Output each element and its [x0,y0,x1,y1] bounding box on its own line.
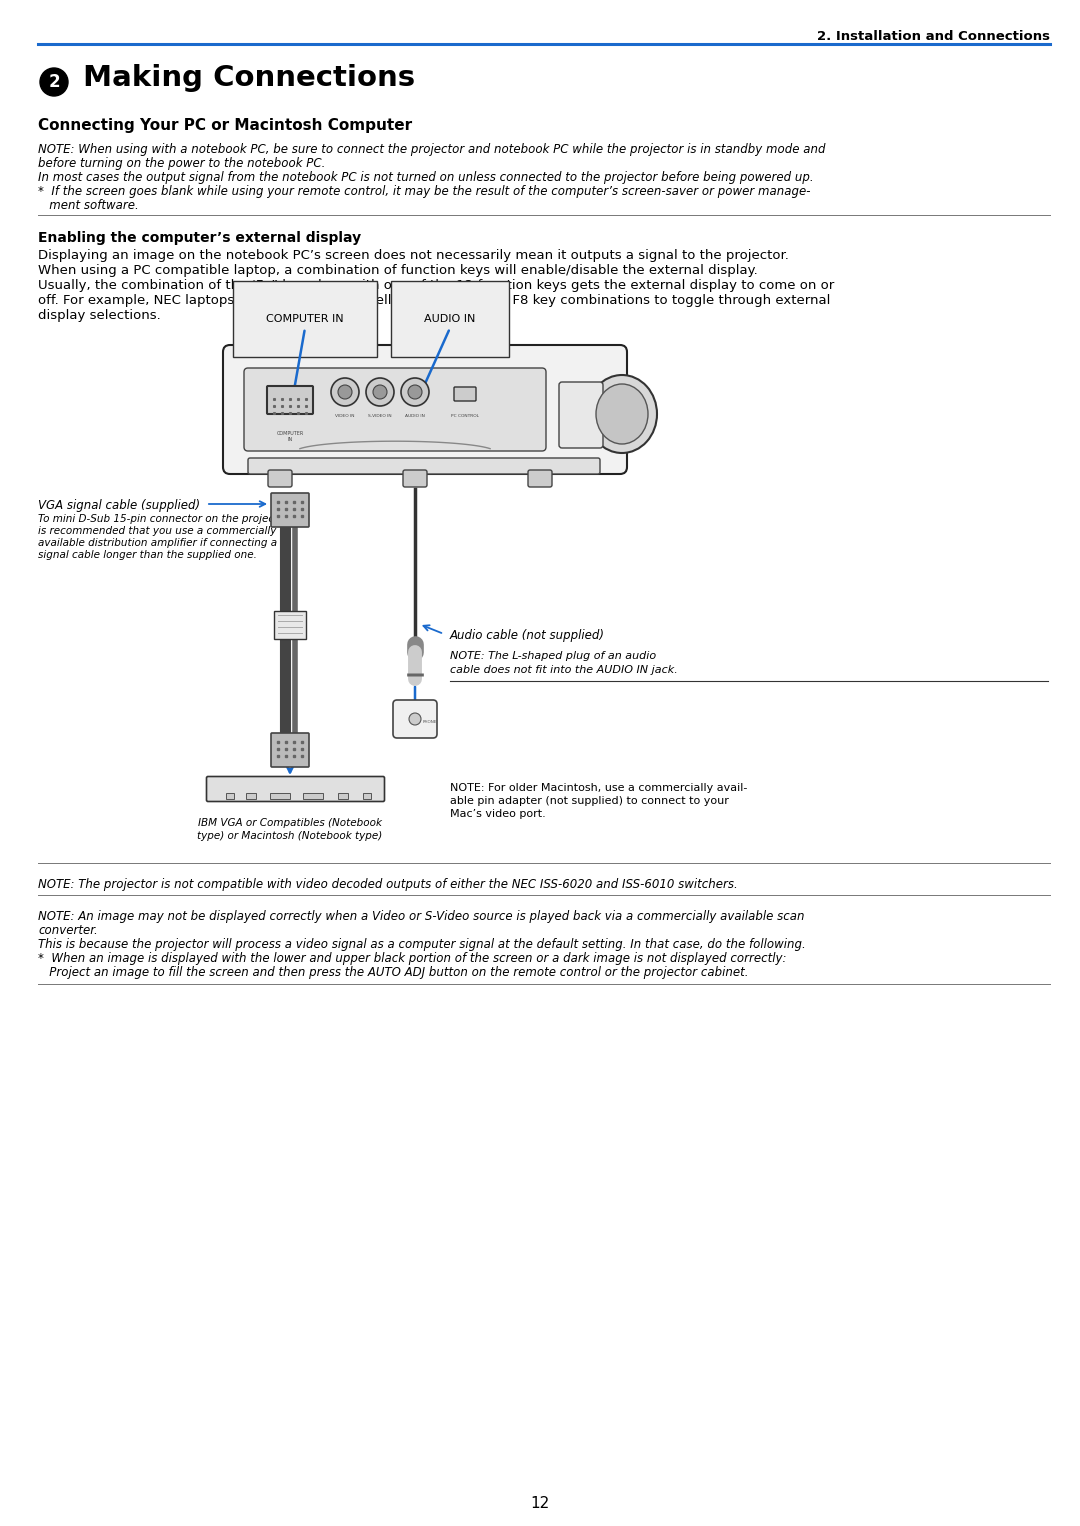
Text: 12: 12 [530,1495,550,1511]
Text: signal cable longer than the supplied one.: signal cable longer than the supplied on… [38,549,257,560]
Bar [338,794,348,800]
Text: When using a PC compatible laptop, a combination of function keys will enable/di: When using a PC compatible laptop, a com… [38,264,758,278]
FancyBboxPatch shape [559,382,603,449]
Text: 2. Installation and Connections: 2. Installation and Connections [816,31,1050,43]
Text: ment software.: ment software. [38,198,138,212]
Text: This is because the projector will process a video signal as a computer signal a: This is because the projector will proce… [38,938,806,951]
Ellipse shape [588,375,657,453]
Text: Mac’s video port.: Mac’s video port. [450,809,545,819]
Text: able pin adapter (not supplied) to connect to your: able pin adapter (not supplied) to conne… [450,797,729,806]
Text: In most cases the output signal from the notebook PC is not turned on unless con: In most cases the output signal from the… [38,171,813,185]
Text: 2: 2 [49,73,59,92]
Text: off. For example, NEC laptops use Fn + F3, while Dell laptops use Fn + F8 key co: off. For example, NEC laptops use Fn + F… [38,295,831,307]
Text: *  If the screen goes blank while using your remote control, it may be the resul: * If the screen goes blank while using y… [38,185,810,198]
Circle shape [330,378,359,406]
FancyBboxPatch shape [244,368,546,452]
FancyBboxPatch shape [248,458,600,475]
Text: Usually, the combination of the ‘Fn” key along with one of the 12 function keys : Usually, the combination of the ‘Fn” key… [38,279,834,291]
Circle shape [409,713,421,725]
FancyBboxPatch shape [393,700,437,739]
Text: Audio cable (not supplied): Audio cable (not supplied) [450,629,605,642]
Text: COMPUTER
IN: COMPUTER IN [276,430,303,443]
Ellipse shape [596,385,648,444]
Bar [246,794,256,800]
Text: NOTE: For older Macintosh, use a commercially avail-: NOTE: For older Macintosh, use a commerc… [450,783,747,794]
Bar [363,794,372,800]
Text: before turning on the power to the notebook PC.: before turning on the power to the noteb… [38,157,325,169]
Circle shape [401,378,429,406]
FancyBboxPatch shape [454,388,476,401]
Text: converter.: converter. [38,925,98,937]
Text: Making Connections: Making Connections [73,64,415,92]
Text: NOTE: When using with a notebook PC, be sure to connect the projector and notebo: NOTE: When using with a notebook PC, be … [38,143,825,156]
Text: To mini D-Sub 15-pin connector on the projector. It: To mini D-Sub 15-pin connector on the pr… [38,514,301,523]
FancyBboxPatch shape [274,610,306,639]
Text: Connecting Your PC or Macintosh Computer: Connecting Your PC or Macintosh Computer [38,118,413,133]
FancyBboxPatch shape [528,470,552,487]
Circle shape [366,378,394,406]
Text: display selections.: display selections. [38,308,161,322]
FancyBboxPatch shape [267,386,313,414]
Text: *  When an image is displayed with the lower and upper black portion of the scre: * When an image is displayed with the lo… [38,952,786,964]
Text: Enabling the computer’s external display: Enabling the computer’s external display [38,230,361,246]
Text: S-VIDEO IN: S-VIDEO IN [368,414,392,418]
Text: is recommended that you use a commercially: is recommended that you use a commercial… [38,526,276,536]
Text: NOTE: An image may not be displayed correctly when a Video or S-Video source is : NOTE: An image may not be displayed corr… [38,909,805,923]
Text: Displaying an image on the notebook PC’s screen does not necessarily mean it out: Displaying an image on the notebook PC’s… [38,249,788,262]
Bar [303,794,323,800]
Bar [270,794,291,800]
Text: NOTE: The L-shaped plug of an audio: NOTE: The L-shaped plug of an audio [450,652,657,661]
Circle shape [373,385,387,398]
Text: type) or Macintosh (Notebook type): type) or Macintosh (Notebook type) [198,832,382,841]
FancyBboxPatch shape [271,732,309,768]
Text: PHONE: PHONE [423,720,437,723]
FancyBboxPatch shape [222,345,627,475]
Text: PC CONTROL: PC CONTROL [451,414,480,418]
FancyBboxPatch shape [271,493,309,526]
Text: AUDIO IN: AUDIO IN [424,314,475,324]
Circle shape [408,385,422,398]
Circle shape [40,69,68,96]
Text: AUDIO IN: AUDIO IN [405,414,424,418]
Circle shape [338,385,352,398]
Text: cable does not fit into the AUDIO IN jack.: cable does not fit into the AUDIO IN jac… [450,665,678,674]
Text: Project an image to fill the screen and then press the AUTO ADJ button on the re: Project an image to fill the screen and … [38,966,748,980]
Text: COMPUTER IN: COMPUTER IN [266,314,343,324]
Text: available distribution amplifier if connecting a: available distribution amplifier if conn… [38,539,278,548]
Text: IBM VGA or Compatibles (Notebook: IBM VGA or Compatibles (Notebook [198,818,382,829]
Text: NOTE: The projector is not compatible with video decoded outputs of either the N: NOTE: The projector is not compatible wi… [38,877,738,891]
Bar [226,794,234,800]
FancyBboxPatch shape [403,470,427,487]
Text: VIDEO IN: VIDEO IN [335,414,354,418]
FancyBboxPatch shape [206,777,384,801]
Text: VGA signal cable (supplied): VGA signal cable (supplied) [38,499,200,513]
FancyBboxPatch shape [268,470,292,487]
